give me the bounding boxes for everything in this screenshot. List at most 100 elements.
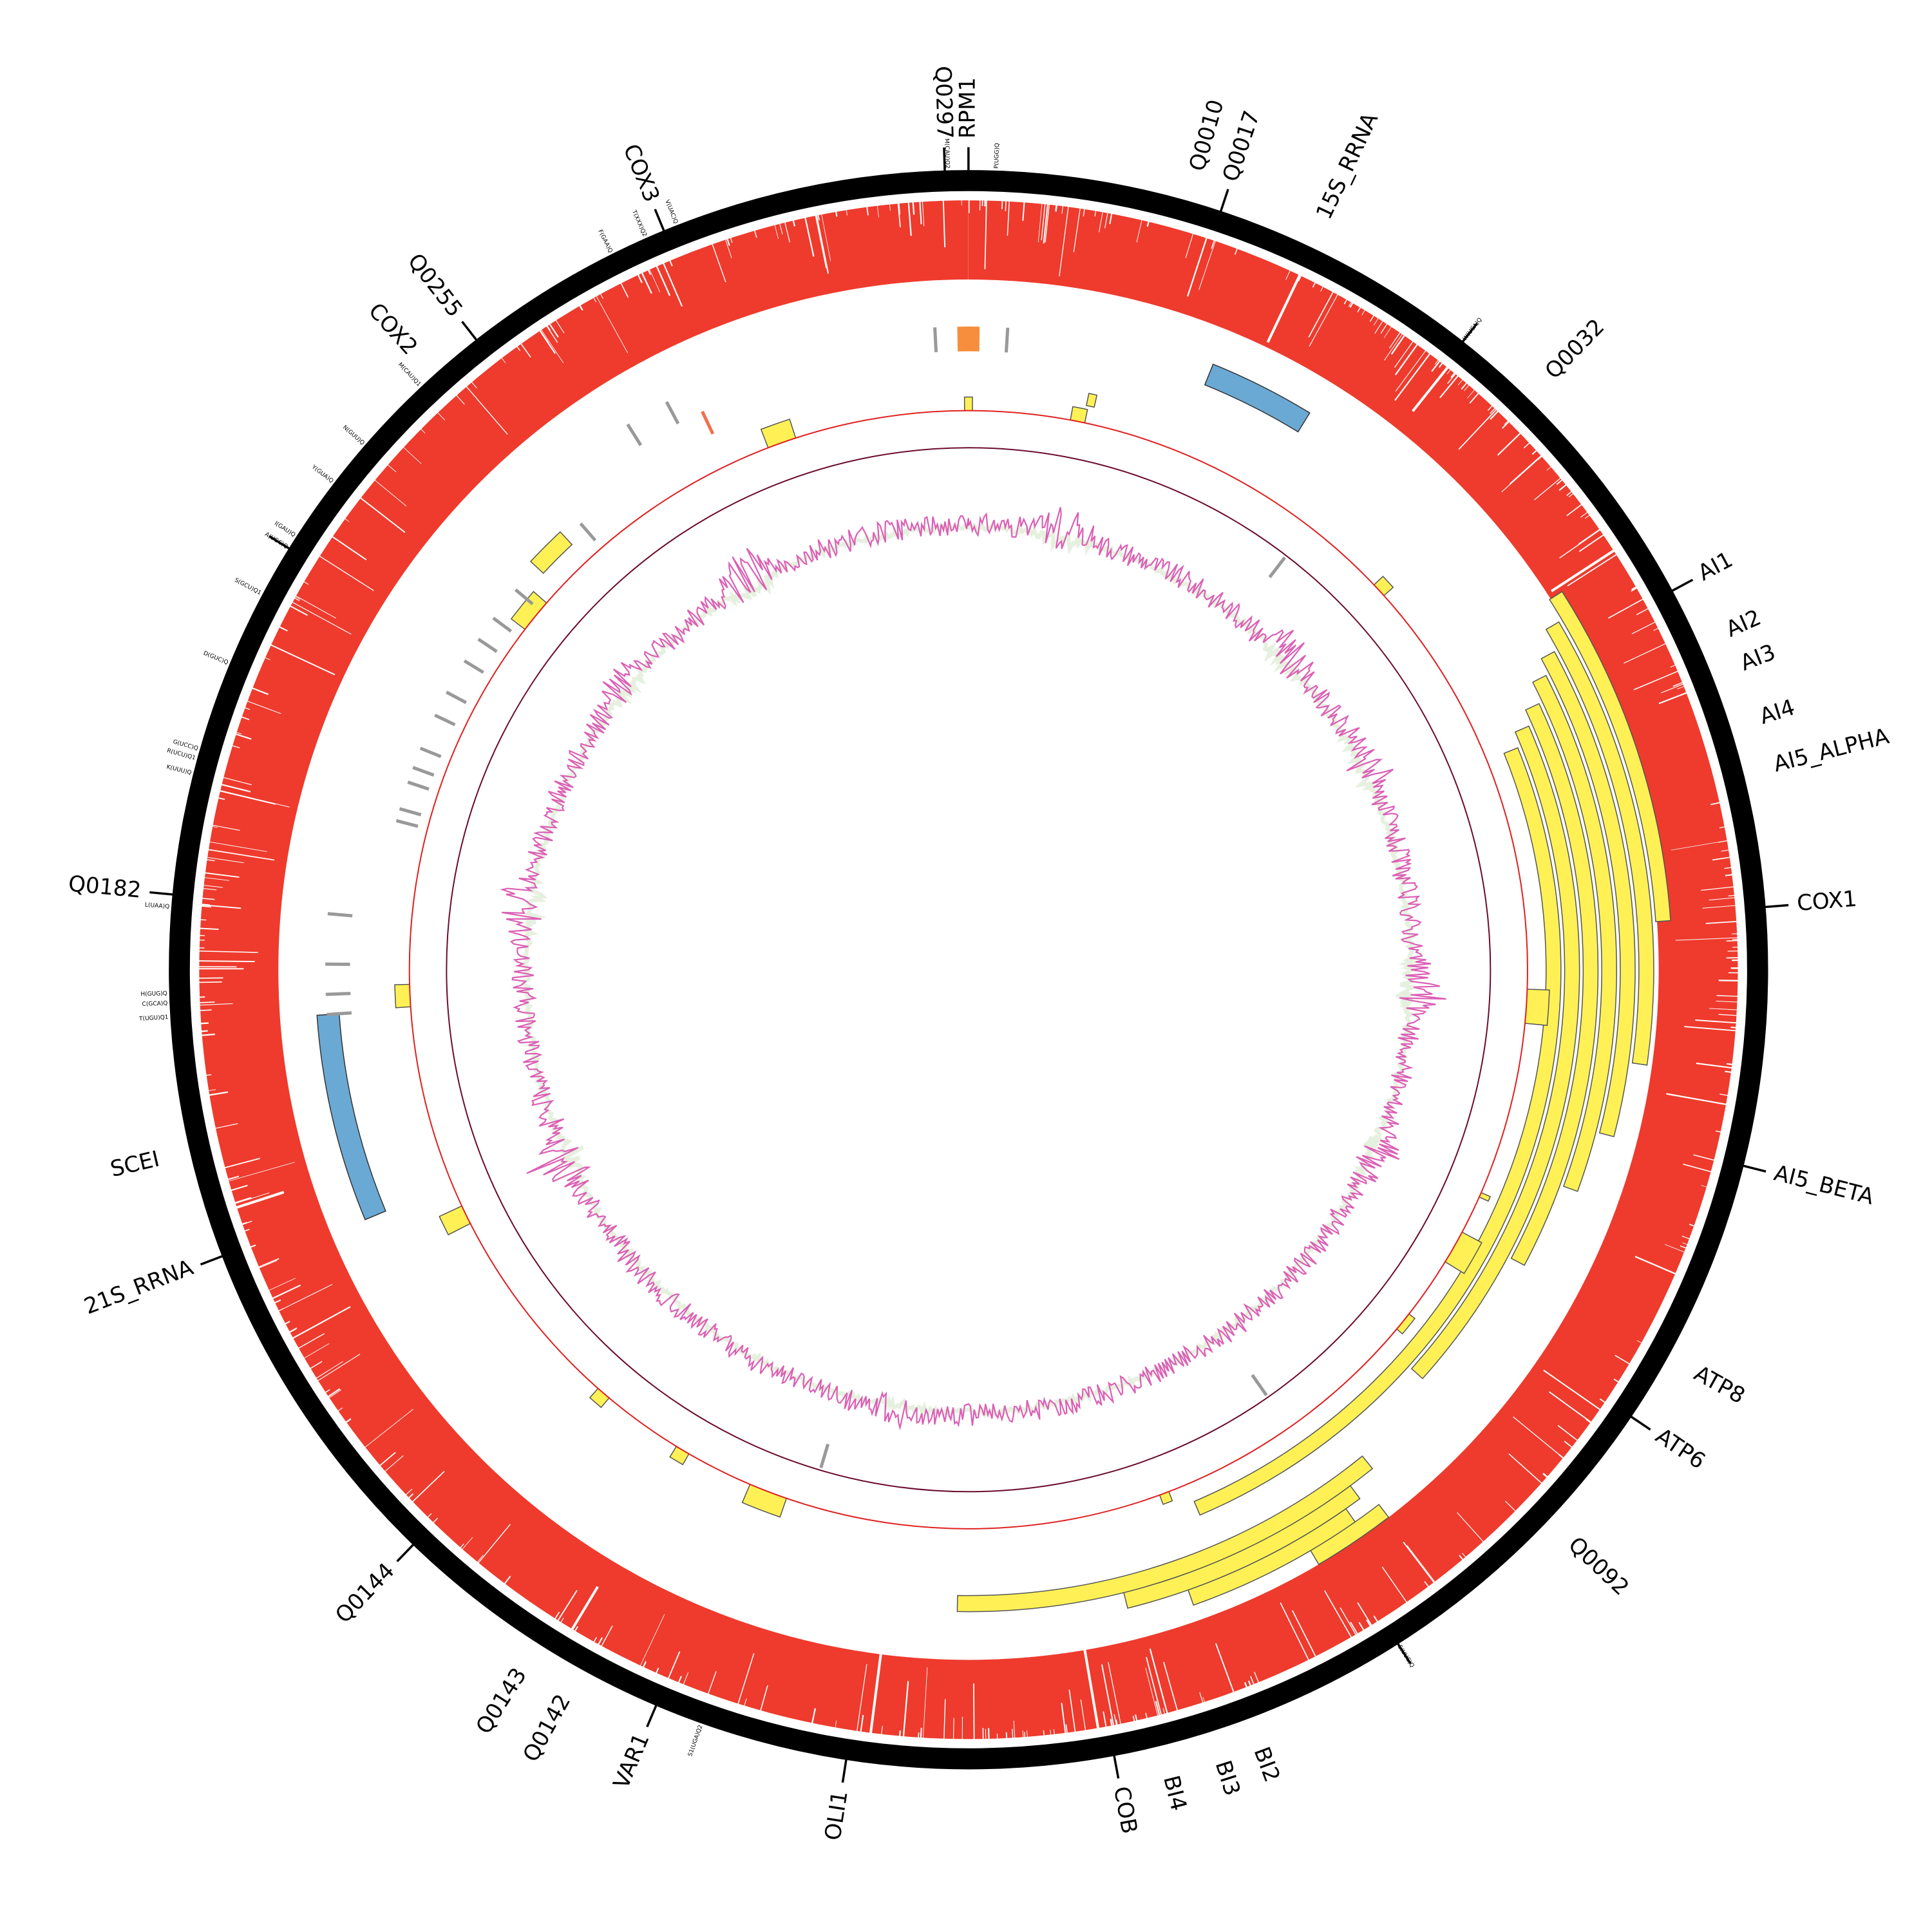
coverage-dip	[1710, 802, 1721, 806]
coverage-dip	[295, 595, 336, 619]
gene-label: COB	[1108, 1785, 1142, 1836]
coverage-dip	[206, 859, 215, 862]
position-tick	[1112, 1754, 1120, 1779]
coverage-dip	[1348, 301, 1352, 307]
coverage-dip	[337, 1407, 343, 1412]
coverage-dip	[1244, 1681, 1248, 1688]
coverage-dip	[1463, 384, 1470, 392]
coverage-dip	[231, 1184, 248, 1191]
coverage-dip	[1280, 1602, 1310, 1661]
coverage-dip	[1728, 895, 1735, 896]
coverage-dip	[1320, 286, 1324, 292]
coverage-dip	[1504, 1501, 1516, 1512]
gene-label: ATP6	[1651, 1423, 1710, 1475]
coverage-dip	[202, 898, 215, 900]
coverage-dip	[1523, 442, 1530, 449]
coverage-dip	[1199, 1692, 1204, 1703]
trna-label: K(UUU)Q	[166, 764, 192, 776]
coverage-dip	[325, 1389, 330, 1394]
trna-label: W(UCA)Q	[1462, 317, 1484, 342]
coverage-dip	[1374, 320, 1383, 334]
coverage-dip	[242, 1220, 252, 1226]
coverage-dip	[707, 1671, 717, 1695]
intron-feature	[1545, 621, 1654, 1066]
coverage-dip	[649, 269, 661, 293]
coverage-dip	[289, 605, 308, 616]
coverage-dip	[1543, 1369, 1601, 1410]
coverage-dip	[244, 707, 251, 710]
coverage-dip	[258, 1260, 278, 1269]
coverage-dip	[235, 733, 252, 740]
intron-feature	[1510, 703, 1599, 1266]
trna-feature	[492, 616, 513, 633]
coverage-dip	[1670, 665, 1676, 668]
15s-rrna-feature	[1204, 363, 1311, 433]
gene-label: OLI1	[820, 1789, 853, 1842]
coverage-dip	[1684, 1026, 1736, 1032]
coverage-dip	[1534, 477, 1562, 500]
coverage-dip	[815, 214, 827, 269]
coverage-dip	[1110, 1719, 1113, 1727]
coverage-dip	[1381, 1566, 1408, 1603]
coverage-dip	[258, 1258, 279, 1268]
guide-ring-outer	[408, 410, 1528, 1530]
coverage-dip	[272, 1284, 301, 1300]
coverage-dip	[1406, 1545, 1435, 1583]
coverage-dip	[815, 214, 829, 274]
gene-label: Q0143	[471, 1663, 532, 1739]
coverage-dip	[212, 826, 218, 828]
gc-skew-negative	[520, 521, 1419, 1419]
coverage-dip	[1701, 1185, 1707, 1188]
coverage-dip	[1633, 670, 1679, 690]
coverage-dip	[784, 222, 790, 243]
coverage-dip	[294, 596, 301, 600]
position-tick	[1396, 1642, 1412, 1664]
coverage-dip	[662, 262, 683, 307]
coverage-dip	[319, 555, 374, 591]
coverage-dip	[1608, 598, 1644, 619]
gene-label: ATP8	[1690, 1361, 1749, 1409]
coverage-dip	[1586, 1419, 1591, 1424]
coverage-dip	[1624, 643, 1667, 664]
gene-label: Q0144	[330, 1558, 399, 1628]
coverage-dip	[596, 296, 629, 354]
coverage-dip	[1045, 204, 1050, 243]
coverage-dip	[1634, 1255, 1676, 1275]
gene-label: AI5_BETA	[1772, 1160, 1877, 1211]
coverage-dip	[204, 872, 240, 878]
coverage-dip	[432, 1517, 439, 1524]
coverage-dip	[817, 214, 820, 221]
trna-feature	[446, 690, 467, 705]
gene-label: Q0017	[1218, 108, 1265, 185]
coverage-dip	[359, 497, 406, 533]
coverage-dip	[278, 1283, 333, 1312]
trna-label: N(GUU)Q	[341, 424, 366, 446]
coverage-dip	[655, 1667, 659, 1674]
coverage-dip	[724, 239, 732, 258]
gene-label: Q0092	[1563, 1532, 1634, 1601]
coverage-dip	[1615, 1354, 1631, 1365]
coverage-dip	[520, 343, 531, 358]
coverage-dip	[744, 1698, 747, 1707]
coverage-dip	[876, 205, 879, 218]
gene-label: Q0032	[1540, 314, 1610, 384]
trna-label: S1(UGA)Q2	[687, 1724, 704, 1757]
trna-feature	[626, 423, 643, 446]
coverage-dip	[1349, 302, 1354, 308]
coverage-dip	[1369, 315, 1375, 322]
coverage-dip	[1005, 200, 1007, 211]
coverage-dip	[1068, 1689, 1076, 1732]
coverage-dip	[779, 223, 783, 235]
trna-label: I(GAU)Q	[273, 520, 296, 538]
coverage-dip	[1719, 1094, 1728, 1096]
coverage-dip	[1487, 405, 1493, 411]
coverage-dip	[1384, 333, 1403, 361]
gene-label: COX1	[1796, 886, 1858, 916]
position-tick	[1741, 1164, 1766, 1173]
coverage-dip	[1696, 1063, 1732, 1069]
coverage-dip	[309, 1361, 323, 1370]
coverage-dip	[1198, 240, 1217, 290]
coverage-dip	[1719, 826, 1725, 829]
coverage-dip	[1285, 270, 1291, 280]
coverage-dip	[1508, 1453, 1542, 1484]
